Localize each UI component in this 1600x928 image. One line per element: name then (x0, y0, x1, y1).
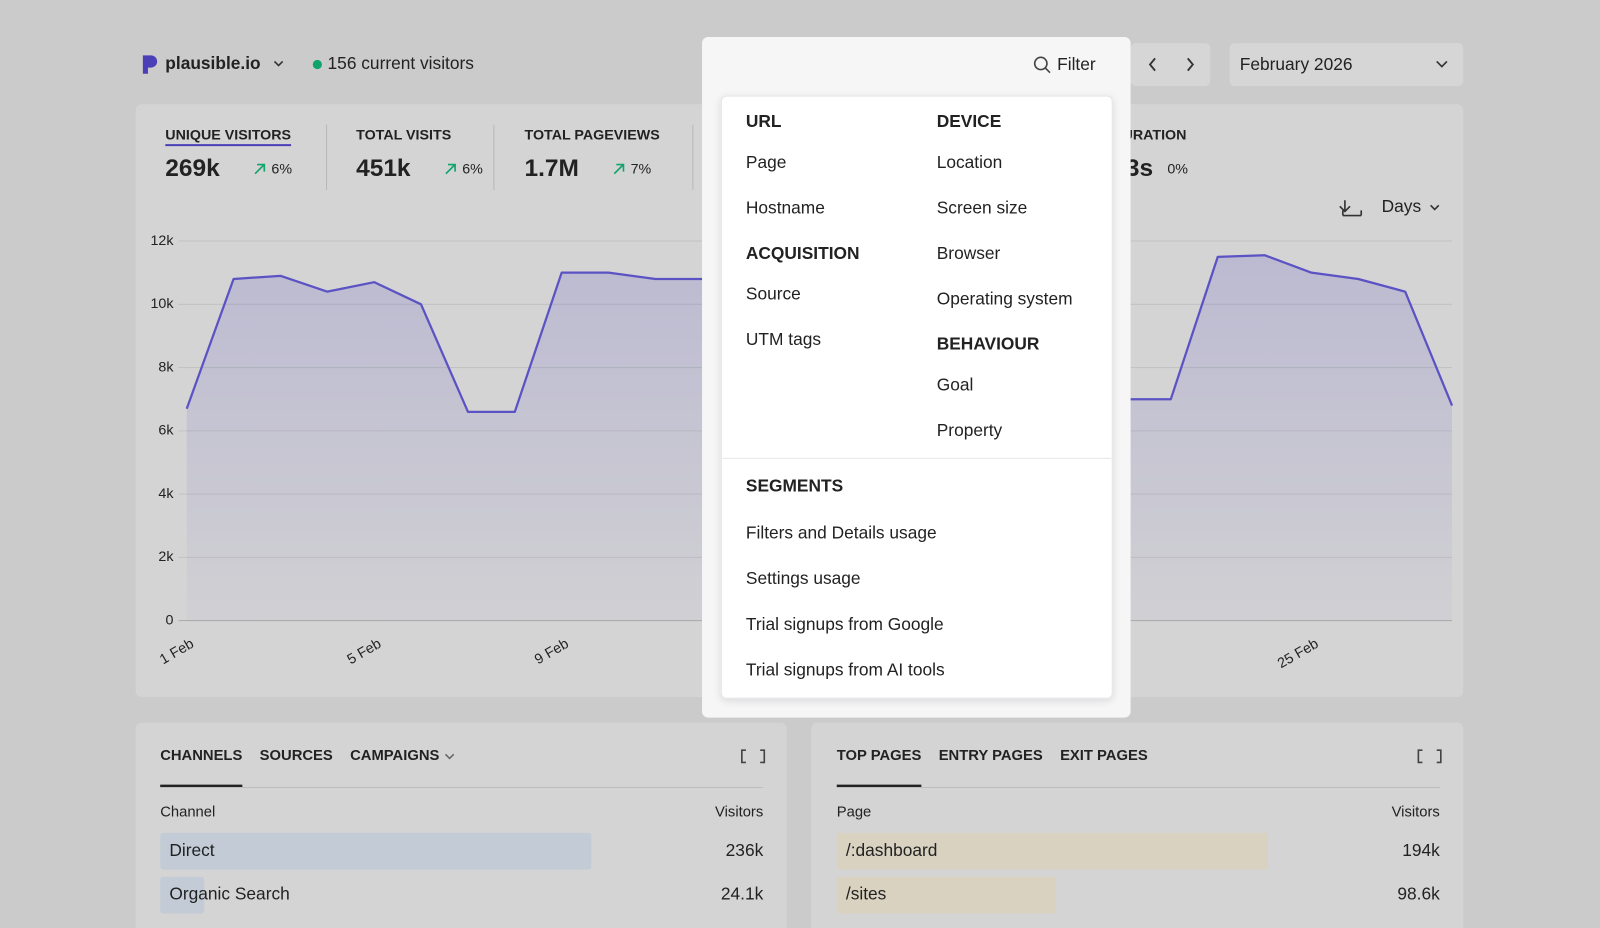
column-header: Visitors (715, 804, 763, 820)
menu-item[interactable]: Goal (937, 375, 974, 395)
menu-item[interactable]: Source (746, 284, 801, 304)
column-header: Page (837, 804, 872, 820)
current-visitors[interactable]: 156 current visitors (328, 53, 475, 73)
tab[interactable]: ENTRY PAGES (939, 748, 1043, 764)
menu-item[interactable]: Hostname (746, 197, 825, 217)
site-name[interactable]: plausible.io (165, 53, 260, 73)
row-label[interactable]: /:dashboard (846, 840, 938, 860)
segment-item[interactable]: Trial signups from AI tools (746, 660, 945, 680)
metric-change: 0% (1167, 161, 1188, 177)
row-label[interactable]: Direct (169, 840, 214, 860)
y-tick-label: 4k (158, 486, 174, 502)
tab[interactable]: TOP PAGES (837, 748, 922, 764)
menu-group-title: BEHAVIOUR (937, 334, 1040, 354)
period-label[interactable]: February 2026 (1240, 54, 1353, 74)
metric-value: 451k (356, 155, 411, 182)
menu-item[interactable]: Page (746, 152, 786, 172)
segment-item[interactable]: Trial signups from Google (746, 614, 944, 634)
metric-label[interactable]: UNIQUE VISITORS (165, 128, 291, 144)
y-tick-label: 6k (158, 423, 174, 439)
row-label[interactable]: /sites (846, 884, 887, 904)
y-tick-label: 10k (150, 296, 174, 312)
tab[interactable]: CAMPAIGNS (350, 748, 439, 764)
row-label[interactable]: Organic Search (169, 884, 289, 904)
filter-overlay: Filter URL Page Hostname ACQUISITION Source U… (702, 37, 1131, 718)
metric-value: 1.7M (524, 155, 578, 182)
tab[interactable]: SOURCES (260, 748, 333, 764)
row-value: 194k (1402, 840, 1440, 860)
menu-item[interactable]: Property (937, 420, 1003, 440)
live-dot (313, 60, 322, 69)
tab[interactable]: CHANNELS (160, 748, 242, 764)
menu-group-title: SEGMENTS (746, 476, 843, 496)
y-tick-label: 2k (158, 549, 174, 565)
tab[interactable]: EXIT PAGES (1060, 748, 1148, 764)
menu-item[interactable]: Location (937, 152, 1003, 172)
menu-group-title: URL (746, 111, 782, 131)
menu-group-title: DEVICE (937, 111, 1002, 131)
menu-item[interactable]: Operating system (937, 288, 1073, 308)
filter-menu (721, 96, 1112, 698)
metric-label[interactable]: TOTAL VISITS (356, 128, 451, 144)
menu-item[interactable]: Screen size (937, 197, 1028, 217)
menu-group-title: ACQUISITION (746, 243, 860, 263)
column-header: Visitors (1392, 804, 1440, 820)
column-header: Channel (160, 804, 215, 820)
segment-item[interactable]: Filters and Details usage (746, 522, 937, 542)
metric-change: 7% (631, 161, 652, 177)
row-bar (160, 833, 591, 870)
y-tick-label: 0 (166, 612, 174, 628)
row-value: 98.6k (1397, 884, 1440, 904)
metric-change: 6% (462, 161, 483, 177)
interval-picker[interactable]: Days (1382, 196, 1422, 216)
metric-change: 6% (271, 161, 292, 177)
metric-value: 269k (165, 155, 220, 182)
row-value: 236k (726, 840, 764, 860)
segment-item[interactable]: Settings usage (746, 568, 861, 588)
menu-item[interactable]: Browser (937, 243, 1001, 263)
filter-button[interactable]: Filter (1057, 54, 1096, 74)
y-tick-label: 12k (150, 233, 174, 249)
menu-item[interactable]: UTM tags (746, 329, 821, 349)
y-tick-label: 8k (158, 359, 174, 375)
metric-label[interactable]: TOTAL PAGEVIEWS (524, 128, 659, 144)
row-value: 24.1k (721, 884, 764, 904)
period-arrows (1131, 43, 1211, 86)
